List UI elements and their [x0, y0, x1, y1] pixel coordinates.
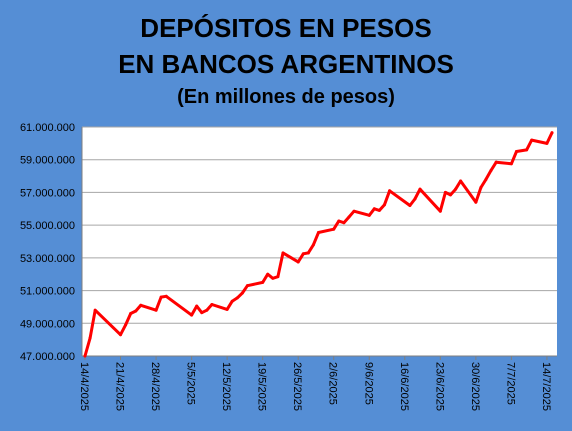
chart-title-line-2: EN BANCOS ARGENTINOS: [118, 49, 454, 79]
data-point: [372, 207, 376, 211]
x-tick-label: 2/6/2025: [327, 362, 339, 405]
x-tick-label: 5/5/2025: [185, 362, 197, 405]
y-tick-label: 47.000.000: [20, 351, 75, 363]
x-tick-label: 30/6/2025: [469, 362, 481, 411]
data-point: [545, 141, 549, 145]
data-point: [377, 208, 381, 212]
data-point: [337, 219, 341, 223]
data-point: [93, 308, 97, 312]
data-point: [474, 200, 478, 204]
data-point: [382, 203, 386, 207]
data-point: [311, 243, 315, 247]
data-point: [245, 284, 249, 288]
x-axis: 14/4/2025 21/4/2025 28/4/2025 5/5/2025 12/5/…: [78, 356, 552, 411]
y-tick-label: 55.000.000: [20, 220, 75, 232]
x-tick-label: 7/7/2025: [504, 362, 516, 405]
data-point: [261, 280, 265, 284]
data-point: [489, 168, 493, 172]
data-point: [525, 148, 529, 152]
data-point: [550, 131, 554, 135]
y-tick-label: 61.000.000: [20, 122, 75, 134]
data-point: [317, 231, 320, 235]
data-point: [154, 308, 158, 312]
data-point: [276, 275, 280, 279]
data-point: [418, 187, 422, 191]
chart-subtitle: (En millones de pesos): [177, 86, 395, 108]
data-point: [235, 296, 239, 300]
data-point: [230, 299, 234, 303]
data-point: [448, 193, 452, 197]
data-point: [347, 215, 351, 219]
data-point: [479, 186, 483, 190]
x-tick-label: 26/5/2025: [291, 362, 303, 411]
data-point: [83, 354, 87, 358]
x-tick-label: 19/5/2025: [256, 362, 268, 411]
y-axis: 47.000.000 49.000.000 51.000.000 53.000.000…: [20, 122, 75, 363]
data-point: [509, 162, 513, 166]
data-point: [459, 179, 463, 183]
data-point: [205, 308, 209, 312]
data-point: [195, 304, 199, 308]
data-point: [332, 227, 336, 231]
data-point: [266, 272, 270, 276]
data-point: [129, 311, 133, 315]
data-point: [514, 150, 518, 154]
y-tick-label: 51.000.000: [20, 286, 75, 298]
data-point: [159, 295, 163, 299]
x-tick-label: 14/4/2025: [78, 362, 90, 411]
data-point: [530, 138, 534, 142]
data-point: [281, 251, 285, 255]
data-point: [119, 333, 123, 337]
data-point: [342, 221, 346, 225]
data-points: [83, 131, 554, 358]
x-tick-label: 28/4/2025: [149, 362, 161, 411]
data-point: [443, 190, 447, 194]
data-point: [190, 313, 194, 317]
data-point: [454, 187, 458, 191]
data-point: [225, 307, 229, 311]
data-point: [139, 303, 143, 307]
data-point: [134, 309, 138, 313]
x-tick-label: 21/4/2025: [114, 362, 126, 411]
data-point: [88, 336, 92, 340]
data-point: [306, 251, 310, 255]
data-point: [210, 302, 214, 306]
y-tick-label: 57.000.000: [20, 187, 75, 199]
data-point: [352, 209, 356, 213]
data-point: [301, 252, 305, 256]
data-point: [494, 160, 498, 164]
y-tick-label: 53.000.000: [20, 253, 75, 265]
plot-area: [82, 127, 557, 356]
data-point: [413, 197, 417, 201]
chart-title-line-1: DEPÓSITOS EN PESOS: [140, 13, 432, 43]
x-tick-label: 16/6/2025: [398, 362, 410, 411]
data-point: [408, 204, 412, 208]
y-tick-label: 59.000.000: [20, 155, 75, 167]
data-point: [200, 311, 204, 315]
data-point: [164, 294, 168, 298]
data-point: [124, 323, 128, 327]
x-tick-label: 14/7/2025: [540, 362, 552, 411]
x-tick-label: 23/6/2025: [433, 362, 445, 411]
x-tick-label: 12/5/2025: [220, 362, 232, 411]
data-point: [240, 291, 244, 295]
data-point: [271, 276, 275, 280]
data-point: [388, 189, 392, 193]
data-point: [484, 177, 488, 181]
data-point: [296, 260, 300, 264]
y-tick-label: 49.000.000: [20, 318, 75, 330]
data-point: [367, 213, 371, 217]
x-tick-label: 9/6/2025: [362, 362, 374, 405]
data-point: [438, 209, 442, 213]
